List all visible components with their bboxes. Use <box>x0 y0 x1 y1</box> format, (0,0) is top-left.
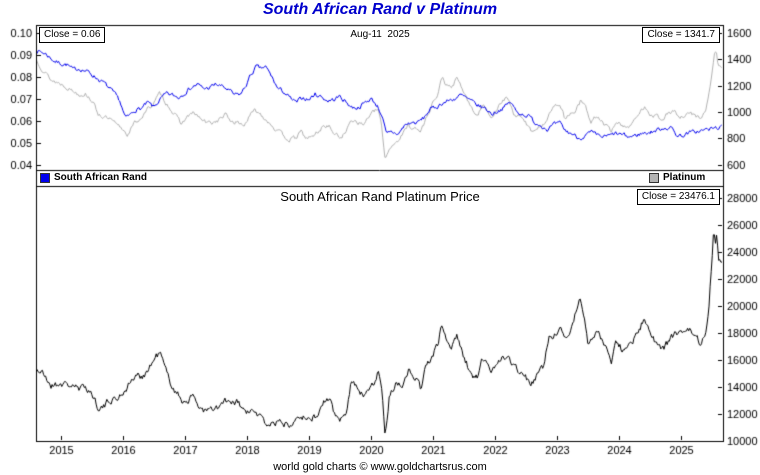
date-label: Aug-11 2025 <box>350 29 410 40</box>
platinum-close-value-label: Close = 1341.7 <box>642 27 720 43</box>
bottom-panel-title: South African Rand Platinum Price <box>280 189 480 204</box>
platinum-legend-swatch <box>649 172 659 183</box>
page-title: South African Rand v Platinum <box>262 1 498 18</box>
footer-credit: world gold charts © www.goldchartsrus.co… <box>273 461 487 473</box>
rand-legend-label: South African Rand <box>54 172 147 183</box>
rand-legend-swatch <box>40 172 50 183</box>
zar-platinum-close-value-label: Close = 23476.1 <box>636 189 720 205</box>
legend-platinum: Platinum <box>649 172 705 183</box>
rand-close-value-label: Close = 0.06 <box>39 27 106 43</box>
platinum-legend-label: Platinum <box>663 172 706 183</box>
legend-rand: South African Rand <box>40 172 147 183</box>
